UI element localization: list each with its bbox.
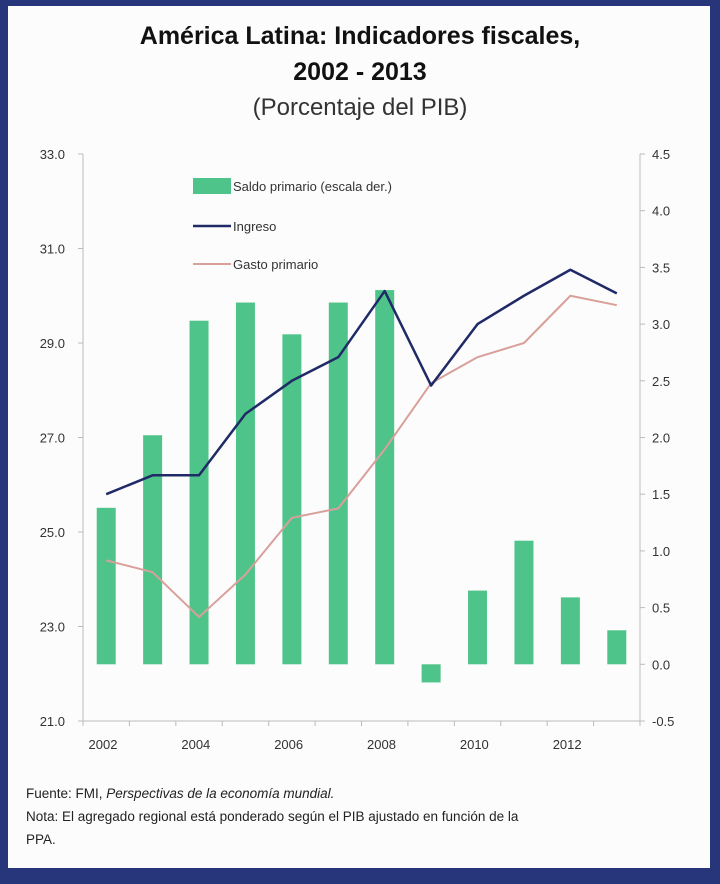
right-tick-label: 2.0 (652, 431, 670, 446)
source-title: Perspectivas de la economía mundial. (106, 786, 335, 801)
legend-label: Gasto primario (233, 257, 318, 272)
left-tick-label: 31.0 (40, 242, 65, 257)
bar-saldo-primario (375, 290, 395, 665)
bar-saldo-primario (96, 507, 116, 665)
line-ingreso (105, 268, 618, 496)
right-tick-label: 2.5 (652, 374, 670, 389)
bar-saldo-primario (189, 320, 209, 665)
legend-swatch-saldo (193, 178, 231, 194)
source-note: Fuente: FMI, Perspectivas de la economía… (26, 786, 334, 801)
right-tick-label: 0.0 (652, 657, 670, 672)
chart-title: América Latina: Indicadores fiscales, (139, 22, 581, 50)
right-tick-label: 0.5 (652, 601, 670, 616)
bar-saldo-primario (143, 435, 163, 665)
right-tick-label: 3.0 (652, 317, 670, 332)
chart-panel (8, 6, 710, 868)
bar-saldo-primario (607, 630, 627, 665)
left-tick-label: 25.0 (40, 525, 65, 540)
left-tick-label: 29.0 (40, 336, 65, 351)
note-line-1: Nota: El agregado regional está ponderad… (26, 809, 519, 824)
left-tick-label: 33.0 (40, 147, 65, 162)
x-tick-label: 2006 (274, 737, 303, 752)
right-tick-label: 1.0 (652, 544, 670, 559)
left-tick-label: 23.0 (40, 620, 65, 635)
x-tick-label: 2008 (367, 737, 396, 752)
right-tick-label: 4.0 (652, 204, 670, 219)
left-tick-label: 27.0 (40, 431, 65, 446)
bar-saldo-primario (282, 334, 302, 665)
x-tick-label: 2012 (553, 737, 582, 752)
bar-saldo-primario (514, 540, 534, 665)
bar-saldo-primario (235, 302, 255, 665)
bar-saldo-primario (328, 302, 348, 665)
right-tick-label: 3.5 (652, 260, 670, 275)
right-tick-label: 1.5 (652, 487, 670, 502)
x-tick-label: 2002 (89, 737, 118, 752)
bar-saldo-primario (421, 664, 441, 683)
chart-title-years: 2002 - 2013 (293, 58, 427, 86)
legend-label: Saldo primario (escala der.) (233, 179, 392, 194)
left-tick-label: 21.0 (40, 714, 65, 729)
right-tick-label: 4.5 (652, 147, 670, 162)
chart-subtitle: (Porcentaje del PIB) (252, 94, 468, 121)
bar-saldo-primario (468, 590, 488, 665)
x-tick-label: 2004 (181, 737, 210, 752)
x-tick-label: 2010 (460, 737, 489, 752)
line-gasto-primario (105, 294, 617, 619)
source-label: Fuente: FMI, (26, 786, 103, 801)
bar-saldo-primario (560, 597, 580, 665)
note-line-2: PPA. (26, 832, 56, 847)
legend-label: Ingreso (233, 219, 276, 234)
right-tick-label: -0.5 (652, 714, 674, 729)
